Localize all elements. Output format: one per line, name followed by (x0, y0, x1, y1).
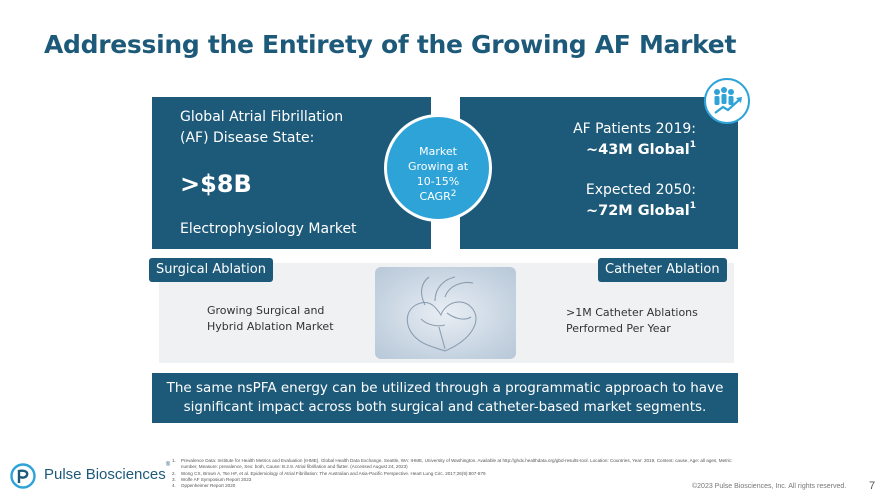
slide-title: Addressing the Entirety of the Growing A… (44, 30, 737, 59)
catheter-line2: Performed Per Year (566, 322, 671, 335)
surgical-line2: Hybrid Ablation Market (207, 320, 334, 333)
reference-item: 2. Wong CX, Brown A, Tse HF, et al. Epid… (172, 470, 486, 476)
patients-2019-label: AF Patients 2019: (573, 121, 696, 137)
patients-2019-value: ~43M Global1 (585, 140, 696, 158)
circle-line4: CAGR2 (419, 189, 457, 203)
market-growth-circle: Market Growing at 10-15% CAGR2 (384, 114, 492, 222)
nspfa-banner: The same nsPFA energy can be utilized th… (152, 373, 738, 423)
af-patients-box: AF Patients 2019: ~43M Global1 Expected … (460, 97, 738, 249)
banner-line2: significant impact across both surgical … (183, 399, 707, 415)
heart-anatomy-illustration (375, 267, 516, 359)
patients-2050-label: Expected 2050: (585, 182, 696, 198)
surgical-line1: Growing Surgical and (207, 304, 325, 317)
people-growth-icon (704, 78, 750, 124)
surgical-ablation-label: Surgical Ablation (149, 258, 273, 282)
catheter-description: >1M Catheter Ablations Performed Per Yea… (566, 305, 698, 337)
af-label-line1: Global Atrial Fibrillation (180, 109, 344, 125)
catheter-line1: >1M Catheter Ablations (566, 306, 698, 319)
af-label-line2: (AF) Disease State: (180, 130, 315, 146)
pulse-logo-icon (10, 463, 36, 489)
references: 1. Prevalence Data: Institute for Health… (172, 458, 822, 489)
patients-2050-value: ~72M Global1 (585, 201, 696, 219)
logo-text: Pulse Biosciences® (44, 462, 171, 483)
reference-item: 3. Wolfe AF Symposium Report 2023 (172, 476, 252, 482)
page-number: 7 (869, 480, 876, 492)
market-size-value: >$8B (180, 170, 252, 198)
pulse-biosciences-logo: Pulse Biosciences® (10, 462, 170, 489)
ep-market-label: Electrophysiology Market (180, 221, 357, 237)
reference-item: 4. Oppenheimer Report 2020 (172, 483, 236, 489)
circle-line3: 10-15% (416, 175, 460, 188)
circle-line2: Growing at (407, 160, 469, 173)
reference-item: 1. Prevalence Data: Institute for Health… (172, 458, 733, 463)
circle-line1: Market (419, 145, 457, 158)
copyright-notice: ©2023 Pulse Biosciences, Inc. All rights… (692, 483, 847, 490)
catheter-ablation-label: Catheter Ablation (598, 258, 727, 282)
surgical-description: Growing Surgical and Hybrid Ablation Mar… (207, 303, 334, 335)
reference-item: number, Measure: prevalence, Sex: both, … (172, 464, 408, 470)
banner-line1: The same nsPFA energy can be utilized th… (166, 380, 724, 396)
